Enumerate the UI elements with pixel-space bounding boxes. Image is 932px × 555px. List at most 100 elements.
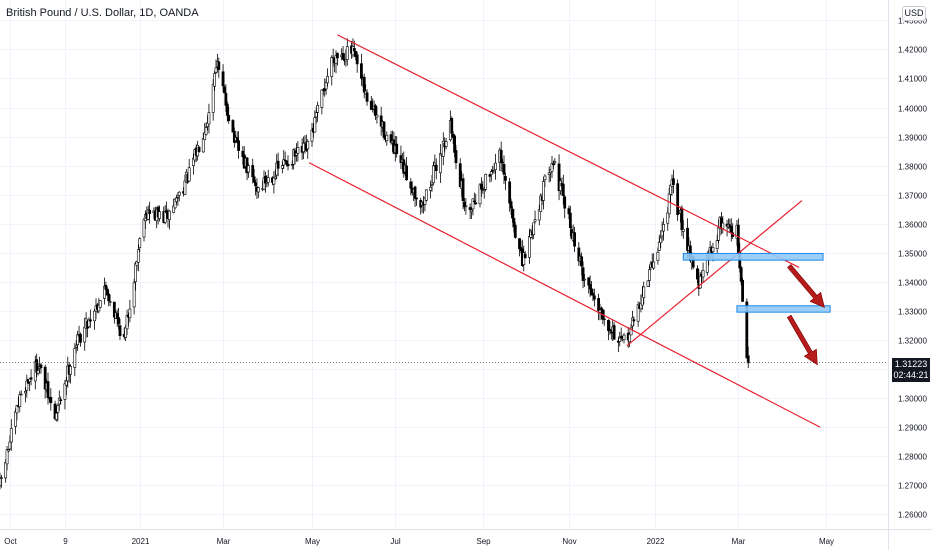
candle-body — [36, 370, 40, 374]
candle — [513, 222, 517, 239]
candle — [413, 185, 417, 208]
candle — [632, 316, 636, 327]
candle — [395, 136, 399, 158]
candle-body — [93, 310, 96, 322]
candle-body — [336, 53, 339, 59]
candle-body — [266, 177, 270, 183]
x-tick-label: Nov — [562, 537, 576, 546]
candle-body — [602, 318, 606, 320]
candle-body — [217, 61, 221, 70]
y-tick-label: 1.41000 — [898, 75, 927, 84]
candle — [537, 204, 541, 226]
trendline — [337, 34, 800, 268]
candle-body — [296, 147, 300, 154]
candle — [523, 251, 527, 259]
drawings[interactable] — [0, 34, 888, 428]
candle-body — [480, 183, 483, 190]
trendline — [626, 200, 803, 347]
candle-body — [73, 348, 77, 368]
candle-body — [629, 327, 633, 336]
candle — [326, 68, 329, 87]
candle — [547, 166, 551, 183]
candle-body — [461, 178, 465, 202]
candle-body — [667, 193, 671, 214]
candle-body — [736, 224, 740, 253]
candle — [382, 120, 386, 141]
candle — [725, 220, 729, 237]
x-tick-label: 9 — [63, 537, 68, 546]
candle — [563, 194, 567, 219]
candle — [163, 205, 167, 225]
candle — [46, 372, 50, 405]
candle-body — [588, 284, 592, 290]
candle-body — [470, 209, 473, 213]
candle-body — [681, 229, 685, 232]
candle-body — [568, 212, 572, 229]
candle-body — [362, 77, 366, 93]
candle — [93, 308, 96, 330]
candle-body — [528, 236, 531, 258]
y-tick-label: 1.27000 — [898, 482, 927, 491]
candle — [282, 150, 286, 169]
candle — [276, 152, 280, 177]
candle — [256, 186, 260, 199]
candle — [79, 332, 82, 347]
candle-body — [187, 167, 191, 182]
candle-body — [666, 212, 670, 224]
candle-body — [434, 164, 438, 172]
y-tick-label: 1.26000 — [898, 511, 927, 520]
candle-body — [581, 267, 585, 281]
x-tick-label: 2022 — [647, 537, 665, 546]
candle — [573, 226, 576, 253]
candle — [5, 446, 9, 471]
candle — [355, 51, 359, 73]
candle — [43, 364, 47, 399]
candle-body — [324, 82, 328, 90]
candle-body — [715, 240, 719, 249]
candle-body — [204, 127, 208, 135]
candle-body — [286, 163, 290, 167]
candle — [73, 343, 77, 377]
candle-body — [252, 176, 256, 183]
candle-body — [69, 366, 72, 375]
candle-body — [64, 380, 68, 386]
candle — [362, 73, 366, 99]
candle — [592, 288, 596, 307]
candle-body — [9, 428, 13, 443]
price-axis[interactable]: 1.260001.270001.280001.290001.300001.310… — [898, 17, 927, 520]
candle — [453, 134, 456, 158]
candle-body — [256, 187, 260, 193]
candle-body — [696, 268, 699, 280]
candle-body — [717, 227, 720, 241]
candle-body — [662, 224, 665, 232]
candle — [444, 138, 448, 150]
candle-body — [746, 355, 750, 364]
candle — [522, 245, 526, 272]
candle — [158, 205, 161, 222]
candle-body — [676, 183, 680, 215]
candle — [646, 280, 650, 287]
candle — [134, 261, 137, 291]
candle-body — [103, 285, 106, 299]
candle-body — [46, 381, 50, 398]
candle — [470, 208, 473, 219]
candle-body — [415, 197, 418, 200]
candle — [539, 193, 543, 212]
candle-body — [642, 286, 646, 298]
candle-body — [511, 208, 514, 219]
candle — [247, 163, 250, 178]
candle — [729, 218, 733, 242]
candle — [211, 79, 215, 121]
candle-body — [657, 241, 661, 251]
candle-body — [352, 47, 356, 52]
candle — [227, 106, 231, 124]
candle-body — [211, 84, 215, 113]
time-axis[interactable]: Oct 9 2021 Mar May Jul Sep Nov 2022 Mar May — [4, 537, 834, 546]
candle-body — [4, 462, 8, 479]
candle-body — [492, 170, 496, 174]
currency-selector[interactable]: USD — [902, 6, 926, 21]
candle-body — [745, 301, 749, 359]
